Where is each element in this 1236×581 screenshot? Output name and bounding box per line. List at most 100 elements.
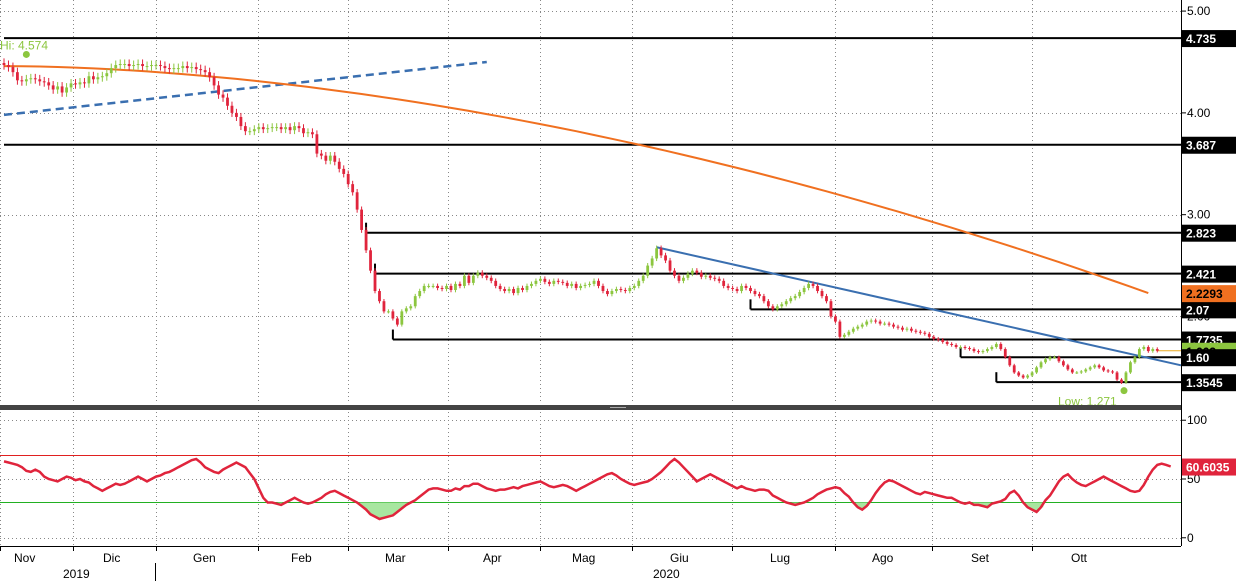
x-tick-label-8: Lug [770,551,790,565]
candle-body-145 [650,258,654,266]
candle-body-87 [391,311,395,319]
candle-body-250 [1120,379,1123,383]
candle-body-223 [999,343,1003,350]
candle-body-6 [29,78,33,80]
candle-body-124 [556,280,560,282]
candle-body-204 [914,330,918,332]
candle-body-212 [950,343,954,345]
candle-body-58 [261,127,265,130]
candle-body-38 [172,68,176,70]
candle-body-256 [1146,347,1150,352]
candle-body-235 [1053,357,1056,359]
candle-body-45 [203,70,207,73]
candle-body-89 [400,311,404,325]
candle-body-68 [306,132,310,134]
candle-body-112 [503,288,507,292]
candle-body-126 [565,282,569,286]
candle-body-139 [623,290,627,292]
level-label-1-bg [1182,136,1236,154]
candle-body-209 [936,338,940,340]
candle-body-147 [659,248,663,256]
candle-body-225 [1008,357,1012,366]
candle-body-83 [373,270,377,292]
candle-body-251 [1124,372,1128,383]
candle-body-241 [1079,371,1083,373]
candle-body-36 [163,66,167,69]
candle-body-39 [176,68,180,70]
candle-body-102 [458,283,462,286]
candle-body-151 [677,275,681,281]
x-tick-label-10: Set [971,551,990,565]
candle-body-181 [811,283,815,286]
candle-body-218 [977,351,980,353]
candle-body-253 [1133,357,1137,363]
candle-body-67 [302,128,305,134]
candle-body-41 [185,66,189,69]
candle-body-216 [968,348,971,350]
candle-body-50 [226,97,229,106]
candle-body-5 [24,79,28,82]
candle-body-17 [78,82,82,85]
candle-body-189 [847,331,851,335]
candle-body-180 [807,283,810,288]
candle-body-105 [471,275,475,283]
candle-body-78 [351,184,355,193]
candle-body-230 [1030,372,1034,376]
candle-body-98 [440,287,444,289]
rsi-bands [0,454,1181,519]
candle-body-90 [404,308,408,312]
candle-body-167 [749,287,752,292]
candle-body-202 [905,328,909,330]
candle-body-80 [360,209,363,230]
candle-body-10 [47,82,51,86]
candle-body-157 [704,275,708,277]
candle-body-29 [132,65,136,67]
candle-body-221 [990,347,994,350]
candle-body-179 [802,287,806,293]
candle-body-249 [1115,372,1119,380]
level-label-6-bg [1182,349,1236,367]
level-label-0: 4.735 [1186,32,1216,46]
candle-body-31 [141,64,144,67]
candle-body-154 [690,270,694,274]
candle-body-15 [69,83,73,88]
candle-body-71 [319,153,323,156]
panel-separator[interactable] [0,405,1181,410]
candle-body-132 [592,280,596,284]
candle-body-200 [896,326,900,328]
candle-body-197 [883,323,886,325]
candle-body-16 [74,83,77,85]
candle-body-224 [1003,349,1007,358]
candle-body-228 [1021,375,1025,378]
candle-body-14 [65,87,68,93]
level-label-7: 1.3545 [1186,376,1223,390]
candle-body-28 [127,64,131,67]
candle-body-237 [1061,361,1065,366]
candle-body-217 [972,349,976,352]
candle-body-120 [539,278,542,281]
candle-body-44 [199,69,203,71]
candle-body-24 [109,68,113,74]
candle-body-169 [758,294,761,297]
candle-body-244 [1093,365,1097,368]
candle-body-248 [1111,371,1114,373]
candle-body-164 [735,288,739,292]
candle-body-141 [632,285,636,288]
candle-body-60 [270,127,274,129]
candle-body-172 [771,306,775,310]
candle-body-175 [784,301,788,305]
candle-body-150 [673,270,676,276]
candle-body-227 [1017,372,1021,376]
candle-body-25 [114,65,118,69]
candle-body-229 [1026,375,1030,378]
candle-body-2 [11,67,15,73]
candle-body-190 [851,328,855,332]
candle-body-66 [297,126,301,129]
candle-body-140 [628,287,632,292]
candle-body-76 [342,168,346,174]
candle-body-27 [123,64,127,66]
candle-body-247 [1106,370,1110,372]
candle-body-74 [333,155,337,162]
candle-body-53 [239,116,243,127]
